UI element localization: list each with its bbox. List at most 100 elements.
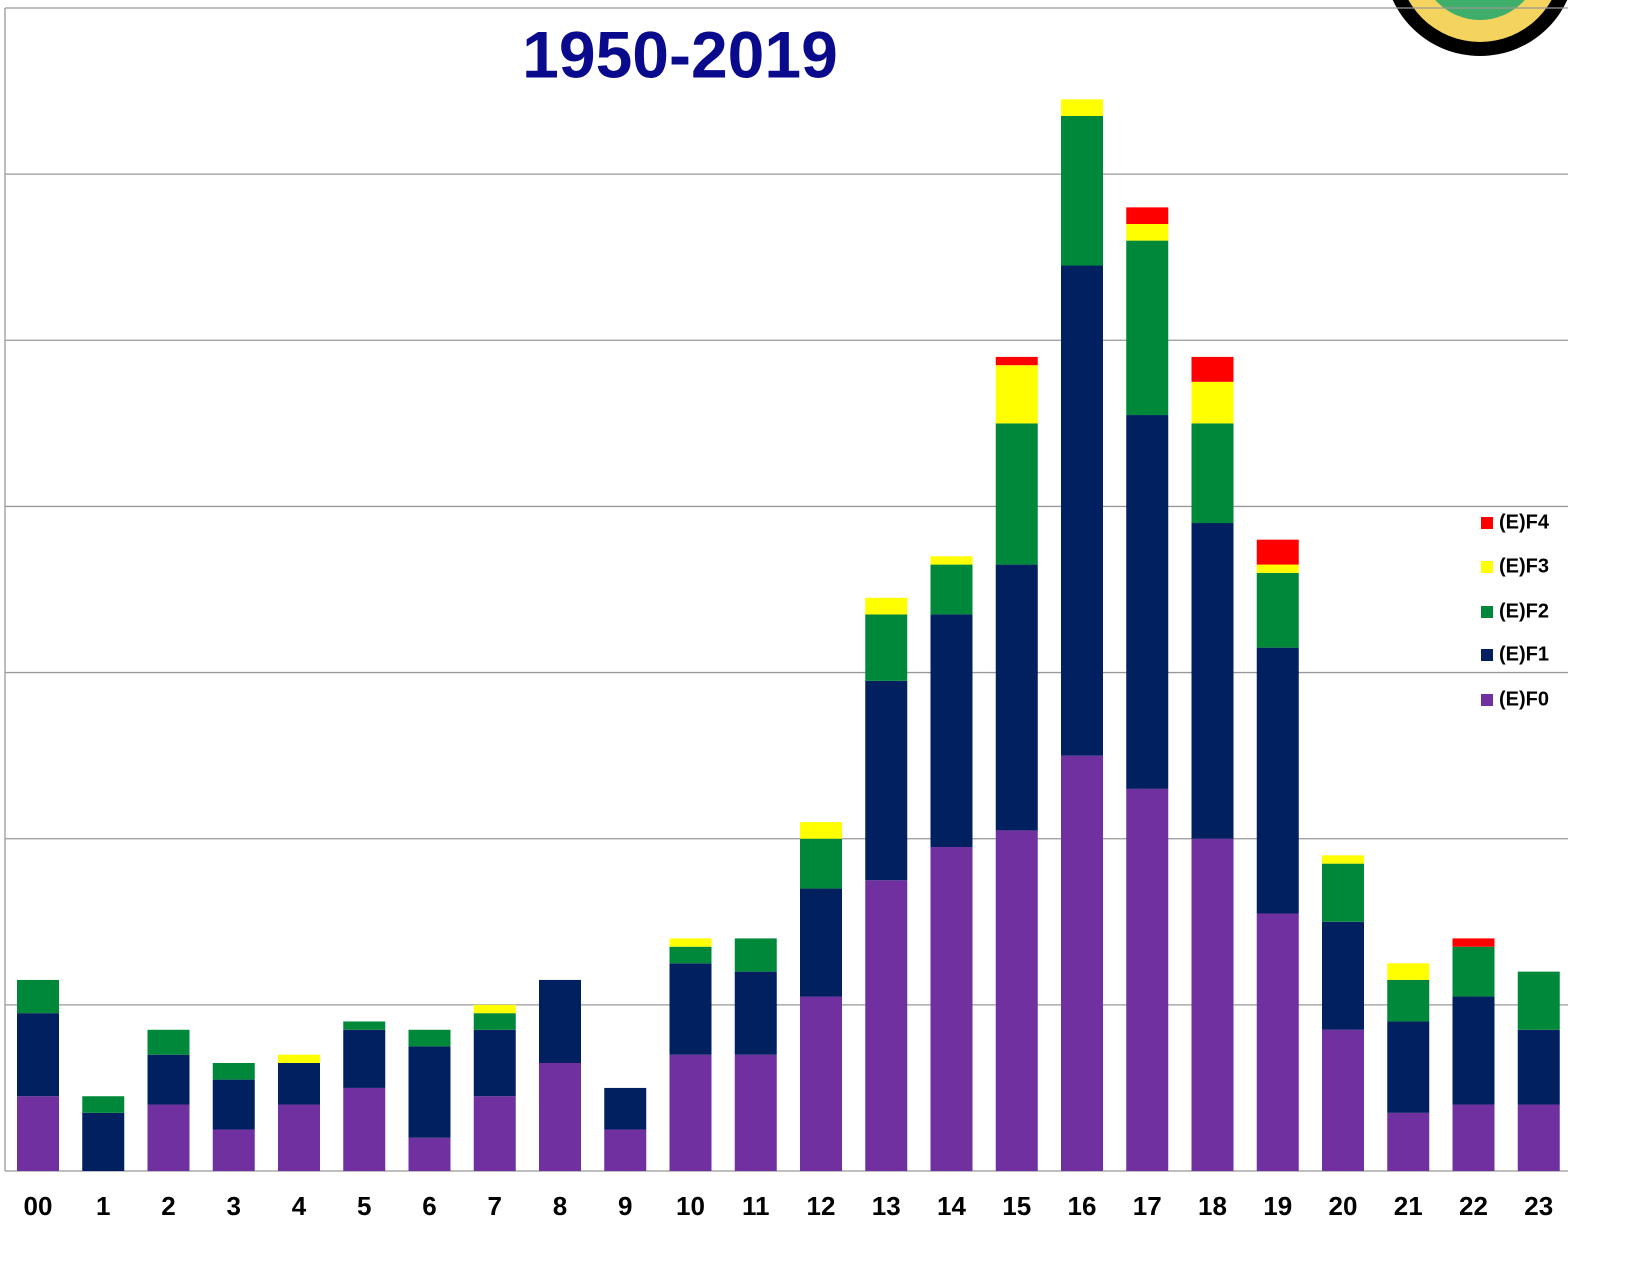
bar-segment — [1387, 1112, 1430, 1171]
bar-segment — [669, 963, 712, 1055]
legend-label: (E)F1 — [1499, 643, 1549, 665]
x-tick-label: 5 — [357, 1191, 371, 1221]
bar-segment — [604, 1129, 647, 1171]
bar-segment — [734, 1054, 777, 1171]
x-tick-label: 7 — [488, 1191, 502, 1221]
bar-segment — [1387, 1021, 1430, 1113]
x-tick-label: 19 — [1263, 1191, 1292, 1221]
x-tick-label: 18 — [1198, 1191, 1227, 1221]
bar-segment — [995, 365, 1038, 424]
bar-segment — [1126, 240, 1169, 416]
bar-segment — [995, 830, 1038, 1171]
bar-segment — [473, 1029, 516, 1097]
x-tick-label: 11 — [742, 1191, 770, 1221]
legend-label: (E)F3 — [1499, 555, 1549, 577]
x-tick-label: 2 — [161, 1191, 175, 1221]
bar-segment — [800, 888, 842, 997]
x-tick-label: 20 — [1329, 1191, 1358, 1221]
bar-segment — [1387, 963, 1430, 980]
bar-segment — [147, 1104, 190, 1171]
bar-segment — [995, 564, 1038, 831]
bar-segment — [212, 1129, 255, 1171]
bar-segment — [278, 1054, 320, 1064]
bar-segment — [930, 556, 973, 565]
legend-swatch — [1481, 606, 1493, 618]
bar-segment — [1126, 788, 1169, 1171]
bar-segment — [930, 847, 973, 1171]
x-tick-label: 4 — [292, 1191, 307, 1221]
x-tick-label: 14 — [937, 1191, 966, 1221]
legend-label: (E)F2 — [1499, 600, 1549, 622]
bar-segment — [1256, 647, 1299, 914]
bar-segment — [17, 1096, 59, 1171]
bar-segment — [1322, 921, 1364, 1030]
bar-segment — [82, 1096, 125, 1113]
bar-segment — [17, 979, 59, 1014]
legend-swatch — [1481, 517, 1493, 529]
bar-segment — [865, 880, 908, 1171]
bar-segment — [343, 1021, 386, 1030]
bar-segment — [1191, 523, 1234, 839]
bar-segment — [1256, 539, 1299, 565]
bar-segment — [1256, 913, 1299, 1171]
bar-segment — [1061, 99, 1103, 116]
legend-label: (E)F4 — [1499, 511, 1550, 533]
bar-segment — [930, 564, 973, 615]
bar-segment — [343, 1029, 386, 1088]
bar-segment — [800, 838, 842, 889]
bar-segment — [473, 1096, 516, 1171]
bar-segment — [1126, 223, 1169, 241]
bar-segment — [212, 1063, 255, 1080]
bar-segment — [1322, 1029, 1364, 1171]
bar-segment — [669, 938, 712, 947]
bar-segment — [212, 1079, 255, 1130]
legend-swatch — [1481, 694, 1493, 706]
legend-swatch — [1481, 649, 1493, 661]
bar-segment — [865, 614, 908, 681]
bar-segment — [1517, 1104, 1560, 1171]
x-tick-label: 16 — [1068, 1191, 1097, 1221]
bar-segment — [1322, 863, 1364, 922]
bar-segment — [82, 1112, 125, 1171]
x-tick-label: 8 — [553, 1191, 567, 1221]
x-tick-label: 13 — [872, 1191, 901, 1221]
x-tick-label: 6 — [422, 1191, 436, 1221]
bar-segment — [865, 680, 908, 881]
bar-segment — [995, 356, 1038, 366]
bar-segment — [147, 1054, 190, 1105]
bar-segment — [539, 1063, 581, 1171]
seal — [1392, 0, 1568, 56]
bar-segment — [1191, 381, 1234, 424]
bar-segment — [669, 946, 712, 964]
bar-segment — [800, 822, 842, 839]
bar-segment — [408, 1029, 451, 1047]
bar-segment — [1061, 115, 1103, 266]
bar-segment — [930, 614, 973, 848]
bar-segment — [147, 1029, 190, 1055]
bar-segment — [343, 1087, 386, 1171]
legend-label: (E)F0 — [1499, 688, 1549, 710]
bar-segment — [1387, 979, 1430, 1022]
x-tick-label: 9 — [618, 1191, 632, 1221]
bar-segment — [1256, 572, 1299, 648]
x-tick-label: 3 — [227, 1191, 241, 1221]
bar-segment — [995, 423, 1038, 565]
x-tick-label: 22 — [1459, 1191, 1488, 1221]
bar-segment — [1191, 838, 1234, 1171]
bar-segment — [539, 979, 581, 1064]
bar-segment — [278, 1104, 320, 1171]
bar-segment — [1452, 1104, 1495, 1171]
legend-swatch — [1481, 561, 1493, 573]
bar-segment — [1452, 996, 1495, 1105]
bar-segment — [278, 1063, 320, 1105]
bar-segment — [1517, 971, 1560, 1030]
bar-segment — [1452, 938, 1495, 947]
bar-segment — [473, 1004, 516, 1014]
x-tick-label: 1 — [96, 1191, 110, 1221]
x-tick-label: 12 — [807, 1191, 836, 1221]
bar-segment — [734, 971, 777, 1055]
bar-segment — [800, 996, 842, 1171]
bar-segment — [408, 1046, 451, 1138]
x-tick-label: 10 — [676, 1191, 705, 1221]
